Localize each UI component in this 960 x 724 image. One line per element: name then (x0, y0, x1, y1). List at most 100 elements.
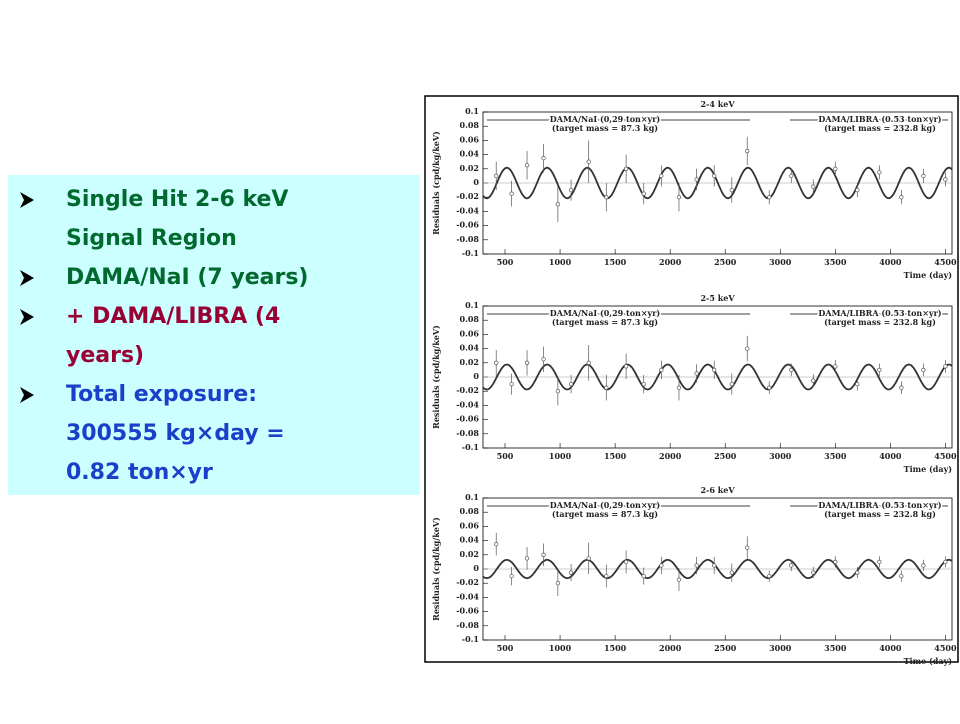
y-tick-label: 0.04 (460, 149, 480, 159)
data-point (494, 173, 499, 179)
data-point (568, 187, 574, 193)
x-tick-label: 4500 (934, 257, 957, 267)
y-tick-label: 0.1 (465, 492, 479, 502)
data-point (604, 195, 609, 200)
data-point (623, 166, 629, 171)
data-point (712, 173, 717, 179)
data-point (509, 573, 514, 579)
data-point (789, 367, 794, 373)
data-point (659, 563, 664, 568)
data-point (899, 195, 904, 200)
data-point (676, 385, 682, 390)
y-tick-label: 0.04 (460, 343, 480, 353)
data-point (494, 542, 499, 547)
data-point (555, 389, 561, 394)
figure-frame (424, 95, 959, 663)
y-axis-label: Residuals (cpd/kg/keV) (431, 325, 441, 429)
y-tick-label: -0.08 (456, 428, 479, 438)
x-tick-label: 4500 (934, 451, 957, 461)
bullet-arrow (20, 387, 34, 403)
data-point (659, 367, 664, 373)
y-tick-label: 0.06 (460, 328, 480, 338)
fit-curve (482, 363, 953, 391)
bullet-text: Signal Region (66, 226, 237, 251)
y-tick-label: -0.04 (456, 399, 479, 409)
annotation: DAMA/NaI (0,29 ton×yr) (550, 114, 661, 124)
data-point (789, 173, 794, 179)
bullet-arrow (20, 192, 34, 208)
bullet-text: DAMA/NaI (7 years) (66, 265, 308, 290)
data-point (586, 159, 591, 164)
annotation: DAMA/NaI (0,29 ton×yr) (550, 500, 661, 510)
data-point (541, 552, 546, 557)
y-tick-label: -0.04 (456, 205, 479, 215)
data-point (877, 170, 882, 175)
x-tick-label: 2000 (659, 257, 682, 267)
data-point (745, 545, 750, 550)
x-tick-label: 3000 (769, 451, 792, 461)
data-point (641, 381, 646, 387)
y-tick-label: 0.08 (460, 314, 480, 324)
data-point (921, 173, 926, 179)
x-axis-label: Time (day) (904, 270, 953, 280)
annotation: DAMA/NaI (0,29 ton×yr) (550, 308, 661, 318)
data-point (604, 573, 609, 579)
y-tick-label: -0.06 (456, 606, 479, 616)
y-tick-label: 0.06 (460, 520, 480, 530)
annotation: (target mass = 232.8 kg) (824, 123, 936, 133)
data-point (694, 177, 699, 182)
bullet-text: Total exposure: (66, 382, 257, 407)
data-point (811, 184, 816, 189)
data-point (745, 148, 750, 154)
data-point (541, 357, 546, 362)
data-point (833, 166, 838, 171)
data-point (921, 367, 926, 373)
annotation: (target mass = 232.8 kg) (824, 317, 936, 327)
data-point (509, 381, 514, 387)
y-tick-label: -0.08 (456, 620, 479, 630)
data-point (676, 577, 682, 582)
y-tick-label: -0.08 (456, 234, 479, 244)
data-point (641, 191, 646, 196)
data-point (659, 173, 664, 179)
bullet-arrow (20, 309, 34, 325)
y-tick-label: 0.02 (460, 549, 479, 559)
data-point (729, 570, 734, 575)
data-point (568, 381, 574, 387)
y-axis-label: Residuals (cpd/kg/keV) (431, 517, 441, 621)
annotation: (target mass = 87.3 kg) (552, 317, 658, 327)
data-point (789, 563, 794, 568)
data-point (899, 573, 904, 579)
data-point (586, 556, 591, 561)
text-box (8, 175, 420, 495)
data-point (767, 195, 772, 200)
data-point (524, 556, 530, 561)
y-tick-label: 0.1 (465, 300, 479, 310)
data-point (604, 385, 609, 390)
data-point (568, 570, 574, 575)
data-point (586, 360, 591, 365)
data-point (494, 360, 499, 365)
data-point (943, 177, 948, 182)
y-tick-label: -0.06 (456, 220, 479, 230)
x-tick-label: 3500 (824, 257, 847, 267)
x-tick-label: 1500 (604, 257, 627, 267)
y-tick-label: -0.1 (462, 248, 479, 258)
data-point (921, 563, 926, 568)
y-tick-label: -0.1 (462, 634, 479, 644)
data-point (623, 364, 629, 369)
y-tick-label: 0.08 (460, 506, 480, 516)
bullet-text: + DAMA/LIBRA (4 (66, 304, 280, 329)
x-tick-label: 2500 (714, 257, 737, 267)
x-tick-label: 1000 (549, 257, 572, 267)
data-point (877, 367, 882, 373)
y-tick-label: 0 (473, 563, 479, 573)
data-point (899, 385, 904, 390)
y-tick-label: 0.02 (460, 163, 479, 173)
data-point (811, 570, 816, 575)
x-tick-label: 500 (497, 451, 514, 461)
bullet-text: years) (66, 343, 144, 368)
annotation: DAMA/LIBRA (0.53 ton×yr) (818, 114, 941, 124)
data-point (855, 570, 860, 575)
